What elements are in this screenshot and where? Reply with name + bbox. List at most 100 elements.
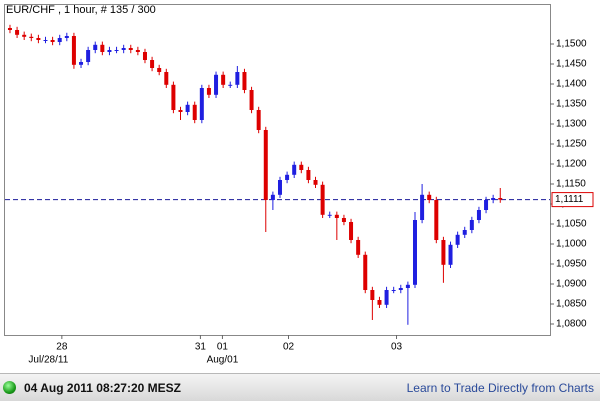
candle-body bbox=[491, 198, 496, 200]
candle-body bbox=[427, 194, 432, 200]
y-tick-label: 1,1500 bbox=[556, 39, 587, 50]
candle-body bbox=[469, 220, 474, 230]
candle-body bbox=[441, 240, 446, 265]
candle-body bbox=[341, 218, 346, 222]
candle-body bbox=[199, 88, 204, 120]
candle-body bbox=[171, 84, 176, 110]
x-date-label: Aug/01 bbox=[207, 355, 239, 366]
candle-body bbox=[50, 40, 55, 42]
y-tick-label: 1,0800 bbox=[556, 319, 587, 330]
candle-body bbox=[22, 34, 27, 37]
x-tick-label: 28 bbox=[56, 342, 68, 353]
chart-title: EUR/CHF , 1 hour, # 135 / 300 bbox=[6, 4, 156, 16]
candle-body bbox=[484, 200, 489, 210]
candle-body bbox=[71, 36, 76, 65]
candle-body bbox=[498, 198, 503, 200]
y-tick-label: 1,1000 bbox=[556, 239, 587, 250]
candle-body bbox=[356, 240, 361, 255]
last-price-box bbox=[551, 192, 594, 208]
y-tick-label: 1,1400 bbox=[556, 79, 587, 90]
candle-body bbox=[93, 44, 98, 50]
candle-body bbox=[242, 72, 247, 90]
plot-frame bbox=[4, 4, 551, 336]
candle-body bbox=[107, 50, 112, 52]
candle-body bbox=[405, 284, 410, 288]
candle-body bbox=[370, 290, 375, 300]
status-icon bbox=[3, 381, 16, 394]
candle-body bbox=[306, 170, 311, 180]
candle-body bbox=[100, 44, 105, 52]
candle-body bbox=[398, 288, 403, 290]
candle-body bbox=[327, 214, 332, 216]
y-tick-label: 1,1250 bbox=[556, 139, 587, 150]
candle-body bbox=[142, 52, 147, 60]
candle-body bbox=[43, 40, 48, 41]
candle-body bbox=[86, 50, 91, 62]
candle-body bbox=[420, 194, 425, 220]
candle-body bbox=[79, 62, 84, 65]
candle-body bbox=[455, 234, 460, 245]
candle-body bbox=[363, 254, 368, 290]
last-price-label: 1,1111 bbox=[555, 194, 584, 205]
candle-body bbox=[412, 220, 417, 285]
timestamp: 04 Aug 2011 08:27:20 MESZ bbox=[24, 381, 181, 395]
y-tick-label: 1,1300 bbox=[556, 119, 587, 130]
candle-body bbox=[157, 68, 162, 72]
candle-body bbox=[313, 180, 318, 185]
candle-body bbox=[228, 84, 233, 86]
promo-link[interactable]: Learn to Trade Directly from Charts bbox=[406, 381, 594, 395]
candle-body bbox=[178, 110, 183, 112]
candle-body bbox=[214, 74, 219, 95]
candle-body bbox=[292, 164, 297, 175]
candle-body bbox=[135, 50, 140, 52]
y-tick-label: 1,0900 bbox=[556, 279, 587, 290]
chart: EUR/CHF , 1 hour, # 135 / 300 1,1500 1,14… bbox=[4, 4, 594, 366]
candle-body bbox=[277, 180, 282, 195]
candle-body bbox=[285, 174, 290, 180]
y-tick-label: 1,1200 bbox=[556, 159, 587, 170]
candle-body bbox=[121, 48, 126, 50]
candle-body bbox=[57, 38, 62, 42]
candle-body bbox=[448, 244, 453, 265]
footer: 04 Aug 2011 08:27:20 MESZ Learn to Trade… bbox=[0, 373, 600, 401]
candle-body bbox=[150, 60, 155, 68]
candle-body bbox=[36, 38, 41, 40]
candle-body bbox=[164, 72, 169, 85]
candle-body bbox=[256, 110, 261, 130]
candle-body bbox=[235, 72, 240, 85]
candle-body bbox=[476, 210, 481, 220]
candle-body bbox=[192, 104, 197, 120]
candle-body bbox=[299, 164, 304, 170]
candle-body bbox=[349, 222, 354, 240]
y-tick-label: 1,1450 bbox=[556, 59, 587, 70]
candle-body bbox=[270, 194, 275, 200]
x-tick-label: 01 bbox=[217, 342, 229, 353]
candle-body bbox=[249, 90, 254, 110]
candle-body bbox=[263, 130, 268, 200]
x-tick-label: 03 bbox=[391, 342, 403, 353]
candle-body bbox=[185, 104, 190, 112]
candle-body bbox=[128, 48, 133, 50]
candle-body bbox=[384, 290, 389, 305]
x-date-label: Jul/28/11 bbox=[28, 355, 68, 366]
candle-body bbox=[434, 200, 439, 240]
y-tick-label: 1,0950 bbox=[556, 259, 587, 270]
candle-body bbox=[15, 30, 20, 35]
y-tick-label: 1,1050 bbox=[556, 219, 587, 230]
candle-body bbox=[334, 214, 339, 218]
candle-body bbox=[114, 50, 119, 51]
candle-body bbox=[391, 290, 396, 291]
y-tick-label: 1,1350 bbox=[556, 99, 587, 110]
candle-body bbox=[64, 36, 69, 38]
candle-body bbox=[377, 300, 382, 305]
candle-body bbox=[29, 36, 34, 38]
y-tick-label: 1,0850 bbox=[556, 299, 587, 310]
x-tick-label: 31 bbox=[195, 342, 207, 353]
x-tick-label: 02 bbox=[283, 342, 295, 353]
candle-body bbox=[206, 88, 211, 95]
candle-body bbox=[7, 28, 12, 30]
candle-body bbox=[221, 74, 226, 85]
candle-body bbox=[320, 184, 325, 215]
y-tick-label: 1,1150 bbox=[556, 179, 586, 190]
